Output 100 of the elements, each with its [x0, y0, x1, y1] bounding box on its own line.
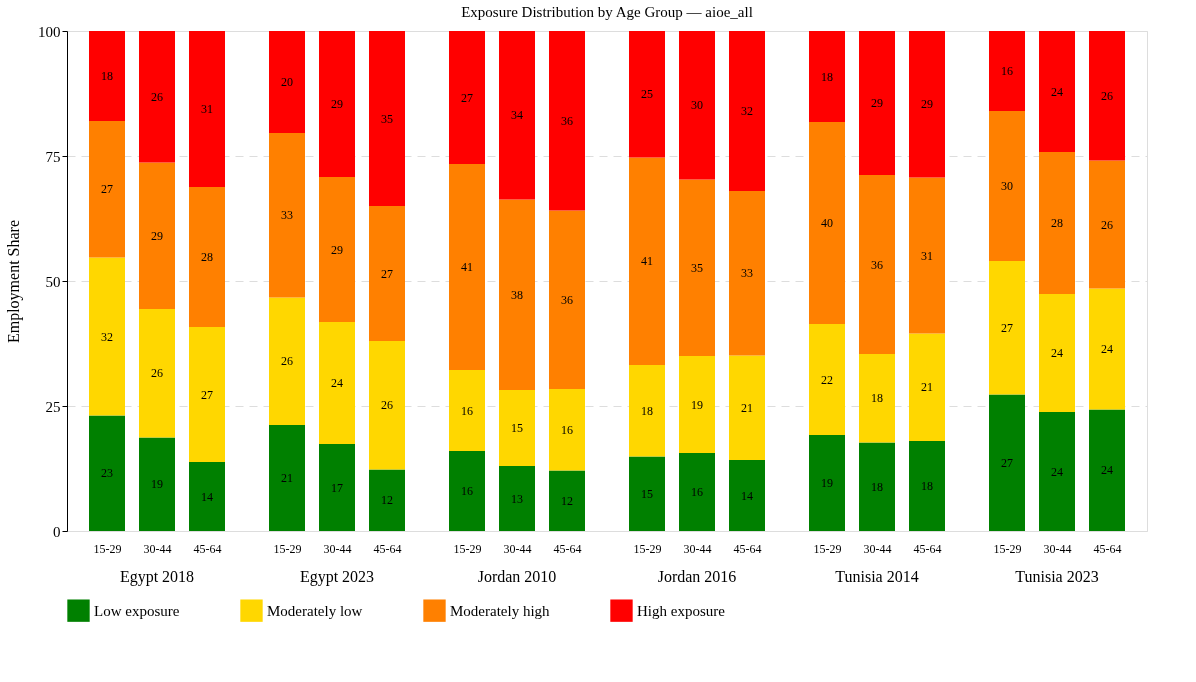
data-label: 24: [331, 376, 343, 390]
x-tick-label: 15-29: [453, 541, 482, 556]
data-label: 36: [871, 257, 883, 272]
data-label: 15: [511, 421, 523, 435]
data-label: 40: [821, 216, 833, 230]
data-label: 12: [561, 493, 573, 508]
data-label: 18: [871, 479, 883, 494]
data-label: 26: [1101, 217, 1113, 232]
data-label: 36: [561, 292, 573, 307]
data-label: 19: [821, 476, 833, 490]
data-label: 27: [201, 387, 213, 402]
data-label: 26: [151, 89, 163, 104]
y-axis-title: Employment Share: [5, 219, 23, 344]
data-label: 35: [691, 260, 703, 275]
data-label: 18: [821, 69, 833, 84]
data-label: 38: [511, 287, 523, 302]
data-label: 18: [921, 479, 933, 493]
data-label: 27: [101, 182, 113, 197]
y-tick-label: 100: [38, 23, 61, 40]
data-label: 27: [1001, 320, 1013, 335]
data-label: 16: [461, 403, 473, 418]
x-tick-label: 30-44: [863, 541, 892, 556]
data-label: 23: [101, 466, 113, 481]
data-label: 18: [871, 391, 883, 406]
data-label: 18: [101, 69, 113, 83]
y-tick-label: 50: [45, 273, 61, 290]
x-tick-label: 15-29: [93, 541, 122, 556]
x-tick-label: 45-64: [193, 541, 222, 556]
data-label: 33: [281, 208, 293, 223]
data-label: 16: [691, 485, 703, 499]
data-label: 22: [821, 372, 833, 387]
x-tick-label: 30-44: [503, 541, 532, 556]
data-label: 19: [691, 397, 703, 412]
data-label: 15: [641, 486, 653, 501]
data-label: 35: [381, 111, 393, 126]
data-label: 24: [1051, 346, 1063, 360]
data-label: 24: [1051, 464, 1063, 479]
data-label: 26: [281, 354, 293, 369]
data-label: 14: [201, 489, 213, 504]
data-label: 16: [461, 484, 473, 498]
data-label: 26: [381, 398, 393, 413]
x-tick-label: 45-64: [913, 541, 942, 556]
legend-label: Moderately low: [267, 602, 363, 619]
data-label: 30: [691, 98, 703, 113]
data-label: 14: [741, 488, 753, 503]
data-label: 21: [921, 380, 933, 395]
data-label: 29: [151, 228, 163, 243]
data-label: 27: [381, 266, 393, 281]
x-tick-label: 45-64: [1093, 541, 1122, 556]
data-label: 20: [281, 75, 293, 89]
data-label: 31: [921, 248, 933, 263]
data-label: 32: [741, 104, 753, 118]
x-tick-label: 15-29: [633, 541, 662, 556]
x-tick-label: 15-29: [993, 541, 1022, 556]
text: Jordan 2016: [657, 568, 737, 585]
data-label: 34: [511, 108, 523, 123]
text: Tunisia 2014: [835, 568, 919, 585]
data-label: 30: [1001, 179, 1013, 193]
text: Egypt 2023: [299, 568, 375, 586]
x-tick-label: 45-64: [373, 541, 402, 556]
text: Jordan 2010: [477, 568, 557, 585]
data-label: 29: [331, 97, 343, 111]
data-label: 41: [641, 254, 653, 269]
data-label: 41: [461, 260, 473, 274]
x-tick-label: 45-64: [733, 541, 762, 556]
data-label: 18: [641, 403, 653, 418]
data-label: 36: [561, 113, 573, 128]
data-label: 21: [741, 400, 753, 415]
legend-label: Low exposure: [94, 602, 180, 619]
x-tick-label: 30-44: [683, 541, 712, 556]
x-tick-label: 30-44: [323, 541, 352, 556]
y-tick-label: 0: [53, 523, 61, 540]
y-tick-label: 25: [45, 398, 61, 415]
data-label: 24: [1101, 463, 1113, 478]
data-label: 33: [741, 266, 753, 281]
data-label: 31: [201, 102, 213, 116]
data-label: 16: [561, 422, 573, 437]
data-label: 26: [1101, 88, 1113, 103]
x-tick-label: 45-64: [553, 541, 582, 556]
data-label: 29: [331, 242, 343, 257]
data-label: 24: [1051, 84, 1063, 99]
data-label: 21: [281, 471, 293, 485]
data-label: 13: [511, 491, 523, 506]
data-label: 26: [151, 366, 163, 381]
data-label: 19: [151, 477, 163, 492]
data-label: 28: [1051, 216, 1063, 230]
data-label: 27: [1001, 455, 1013, 470]
x-tick-label: 15-29: [813, 541, 842, 556]
data-label: 25: [641, 87, 653, 102]
y-tick-label: 75: [45, 148, 61, 165]
legend-label: Moderately high: [450, 602, 551, 619]
data-label: 27: [461, 90, 473, 105]
legend-label: High exposure: [637, 602, 726, 619]
data-label: 29: [871, 96, 883, 110]
data-label: 17: [331, 480, 343, 495]
data-label: 32: [101, 329, 113, 344]
chart-title: Exposure Distribution by Age Group — aioe_all: [461, 4, 753, 20]
data-label: 29: [921, 97, 933, 112]
text: Egypt 2018: [119, 568, 195, 586]
data-label: 24: [1101, 342, 1113, 356]
